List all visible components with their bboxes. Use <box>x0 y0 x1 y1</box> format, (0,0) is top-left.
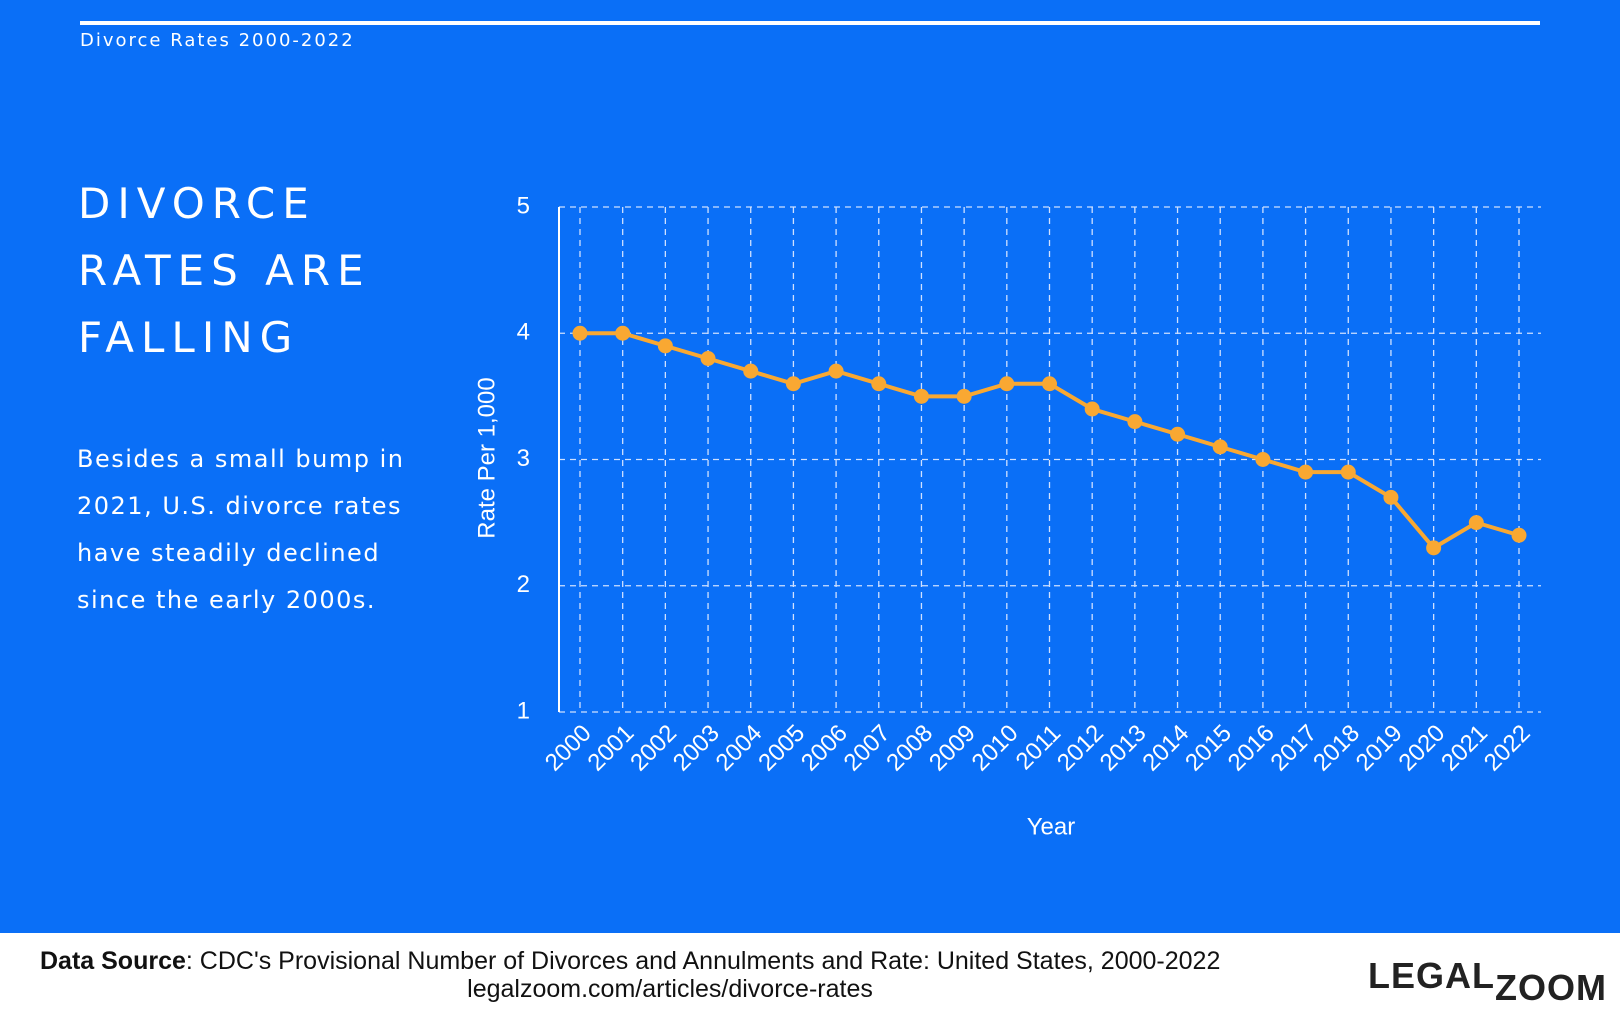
logo: LEGALZOOM <box>1368 955 1607 1008</box>
point <box>1084 401 1100 417</box>
point <box>1298 464 1314 480</box>
heading-line: FALLING <box>78 313 300 362</box>
footer: Data Source: CDC's Provisional Number of… <box>0 933 1620 1018</box>
logo-sub: ZOOM <box>1495 967 1607 1008</box>
chart: Year Rate Per 1,000 12345200020012002200… <box>473 192 1541 840</box>
x-tick-label: 2007 <box>839 720 896 777</box>
description: Besides a small bump in 2021, U.S. divor… <box>77 445 405 614</box>
y-tick-label: 1 <box>517 697 530 724</box>
point <box>956 388 972 404</box>
point <box>1170 426 1186 442</box>
point <box>871 376 887 392</box>
point <box>1511 527 1527 543</box>
y-tick-label: 2 <box>517 571 530 598</box>
source-text: : CDC's Provisional Number of Divorces a… <box>185 947 1221 975</box>
source: Data Source: CDC's Provisional Number of… <box>40 947 1220 976</box>
point <box>615 325 631 341</box>
x-tick-label: 2022 <box>1479 720 1536 777</box>
point <box>999 376 1015 392</box>
point <box>1426 540 1442 556</box>
x-tick-label: 2018 <box>1308 720 1365 777</box>
y-tick-label: 4 <box>517 319 530 346</box>
x-tick-label: 2015 <box>1180 720 1237 777</box>
point <box>572 325 588 341</box>
x-tick-label: 2012 <box>1052 720 1109 777</box>
point <box>1127 414 1143 430</box>
point <box>1212 439 1228 455</box>
point <box>657 338 673 354</box>
point <box>1255 452 1271 467</box>
heading-line: DIVORCE <box>78 179 316 228</box>
x-tick-label: 2008 <box>881 720 938 777</box>
point <box>700 351 716 366</box>
x-tick-label: 2006 <box>796 720 853 777</box>
x-tick-label: 2020 <box>1394 720 1451 777</box>
x-tick-label: 2021 <box>1436 720 1493 777</box>
x-tick-label: 2014 <box>1137 720 1194 777</box>
point <box>913 388 929 404</box>
x-tick-label: 2001 <box>583 720 640 777</box>
source-url: legalzoom.com/articles/divorce-rates <box>467 975 873 1003</box>
x-tick-label: 2009 <box>924 720 981 777</box>
point <box>1340 464 1356 480</box>
point <box>1468 515 1484 531</box>
x-axis-label: Year <box>1027 813 1076 840</box>
y-axis-label: Rate Per 1,000 <box>473 377 500 538</box>
x-tick-label: 2016 <box>1223 720 1280 777</box>
y-tick-label: 5 <box>517 192 530 219</box>
heading-line: RATES ARE <box>78 246 371 295</box>
header-title: Divorce Rates 2000-2022 <box>80 30 355 51</box>
x-tick-label: 2011 <box>1011 720 1067 776</box>
x-tick-label: 2017 <box>1265 720 1322 777</box>
x-tick-label: 2003 <box>668 720 725 777</box>
point <box>785 376 801 392</box>
source-label: Data Source <box>40 947 186 975</box>
heading: DIVORCE RATES ARE FALLING <box>78 170 371 371</box>
x-tick-label: 2005 <box>753 720 810 777</box>
logo-main: LEGAL <box>1368 955 1495 996</box>
x-tick-label: 2010 <box>967 720 1024 777</box>
x-tick-label: 2004 <box>711 720 768 777</box>
point <box>743 363 759 379</box>
x-tick-label: 2013 <box>1095 720 1152 777</box>
top-rule <box>80 21 1540 25</box>
x-tick-label: 2019 <box>1351 720 1408 777</box>
point <box>1042 376 1057 392</box>
x-tick-label: 2002 <box>625 720 682 777</box>
point <box>1383 489 1399 505</box>
y-tick-label: 3 <box>517 445 530 472</box>
x-tick-label: 2000 <box>540 720 597 777</box>
point <box>828 363 844 379</box>
